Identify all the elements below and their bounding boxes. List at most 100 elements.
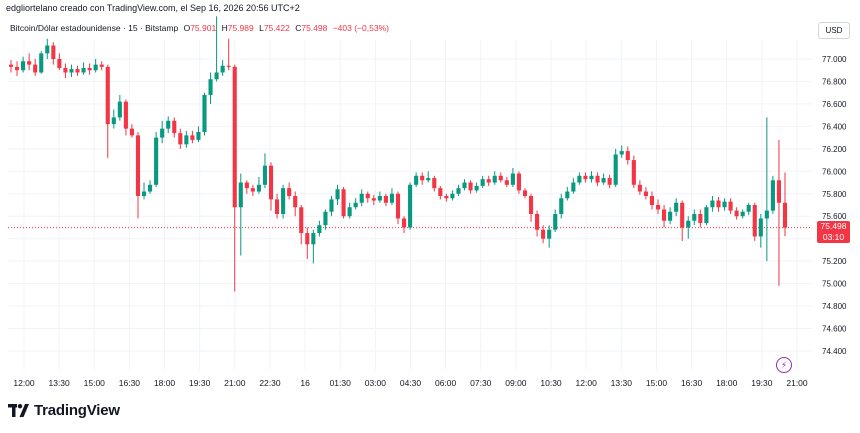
candle	[504, 176, 509, 188]
candle-body	[299, 207, 304, 234]
candle	[480, 175, 485, 189]
candle	[69, 64, 74, 77]
candle-body	[123, 101, 128, 129]
candle-body	[722, 201, 727, 208]
candle	[232, 64, 237, 292]
candle	[389, 188, 395, 205]
candle	[450, 190, 455, 201]
x-tick-label: 16	[300, 378, 310, 388]
open-label: O	[183, 23, 191, 33]
candle-body	[275, 199, 280, 214]
candle	[510, 167, 515, 188]
candle	[262, 153, 268, 189]
candle	[256, 176, 261, 194]
candle	[57, 53, 62, 71]
candle-body	[281, 188, 286, 214]
candle-body	[541, 229, 546, 239]
candle	[541, 225, 546, 244]
tradingview-logo[interactable]: TradingView	[8, 402, 120, 419]
candle-body	[408, 184, 413, 228]
candle	[220, 60, 225, 76]
candle	[782, 172, 788, 237]
candle	[287, 182, 292, 200]
candle	[571, 178, 576, 194]
candle-body	[426, 178, 431, 181]
candle	[39, 51, 44, 74]
candle-body	[39, 53, 44, 73]
candle	[359, 189, 364, 207]
candle	[758, 213, 763, 248]
candle	[135, 132, 141, 219]
candle-body	[81, 67, 86, 73]
candle-body	[686, 220, 691, 228]
x-tick-label: 18:00	[154, 378, 176, 388]
candle	[637, 180, 642, 195]
candle-body	[160, 128, 165, 138]
candlestick-chart[interactable]: 77.000 76.800 76.600 76.400 76.200 76.000 75.8…	[0, 0, 860, 400]
candle	[51, 42, 56, 65]
candle-body	[383, 196, 388, 203]
candle-body	[480, 179, 485, 186]
candle-body	[535, 213, 540, 230]
candle-body	[202, 94, 207, 132]
candle-body	[528, 196, 534, 214]
candle	[468, 180, 473, 194]
y-tick-label: 75.600	[822, 212, 847, 221]
candle-body	[190, 135, 195, 140]
candle	[299, 205, 304, 245]
x-tick-label: 18:00	[716, 378, 738, 388]
candle-body	[135, 135, 141, 197]
candle	[353, 198, 358, 210]
candle-body	[462, 182, 467, 189]
candle	[99, 61, 104, 71]
candle	[752, 202, 757, 241]
candle-body	[75, 69, 80, 73]
candle	[383, 193, 388, 207]
candle-body	[758, 218, 763, 237]
candle-body	[752, 205, 757, 237]
candle-body	[262, 165, 268, 185]
lightning-icon[interactable]: ⚡	[776, 357, 792, 373]
candle-body	[14, 66, 20, 71]
candle	[492, 171, 497, 185]
candle	[105, 64, 110, 158]
candle	[553, 209, 558, 232]
candle	[631, 155, 636, 189]
candle	[45, 38, 50, 59]
candle	[111, 109, 116, 129]
currency-button[interactable]: USD	[818, 22, 850, 39]
candle-body	[643, 191, 648, 197]
candle-body	[232, 66, 237, 208]
candle-body	[583, 175, 588, 180]
symbol-title[interactable]: Bitcoin/Dólar estadounidense · 15 · Bits…	[10, 23, 179, 33]
candle	[516, 171, 521, 194]
close-label: C	[295, 23, 302, 33]
candle	[311, 229, 316, 264]
candle-body	[365, 193, 370, 199]
x-tick-label: 13:30	[48, 378, 70, 388]
candle-body	[208, 79, 213, 95]
candle	[87, 63, 92, 75]
x-tick-label: 13:30	[611, 378, 633, 388]
candle	[226, 38, 231, 71]
candle-body	[33, 64, 38, 73]
candle	[420, 172, 425, 185]
candle-body	[129, 128, 134, 136]
candle	[160, 120, 165, 144]
candle-body	[631, 160, 636, 185]
candle	[341, 187, 346, 219]
last-price-tag: 75.498 03:10	[817, 221, 850, 243]
x-tick-label: 09:00	[505, 378, 527, 388]
candle-body	[93, 64, 98, 71]
candle	[583, 172, 588, 183]
candle	[401, 216, 407, 234]
candle-body	[649, 196, 655, 205]
x-tick-label: 12:00	[13, 378, 35, 388]
y-tick-label: 76.600	[822, 100, 847, 109]
candle-body	[444, 196, 449, 199]
candle	[129, 124, 134, 138]
candle-body	[389, 193, 395, 203]
candle-body	[148, 184, 153, 192]
tradingview-logo-icon	[8, 404, 29, 417]
brand-name: TradingView	[34, 402, 120, 419]
